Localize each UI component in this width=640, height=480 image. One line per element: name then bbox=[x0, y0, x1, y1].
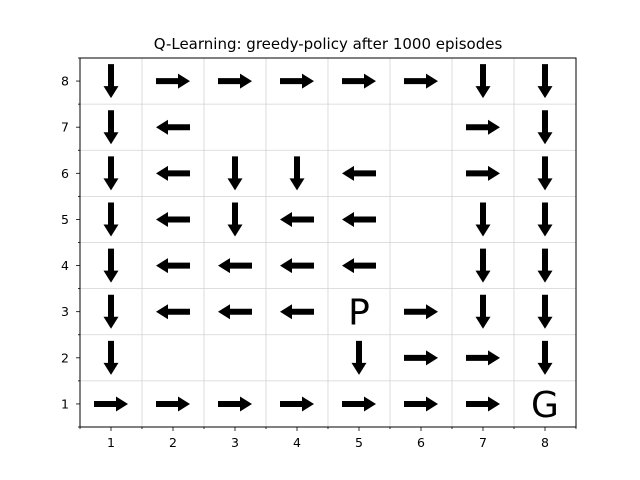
y-tick-label: 3 bbox=[61, 304, 69, 319]
x-tick-label: 2 bbox=[169, 435, 177, 450]
policy-arrow-right-icon bbox=[466, 165, 500, 181]
policy-arrow-down-icon bbox=[475, 248, 491, 283]
x-tick-label: 8 bbox=[541, 435, 549, 450]
policy-arrow-left-icon bbox=[342, 211, 376, 227]
policy-arrow-left-icon bbox=[342, 165, 376, 181]
policy-arrow-right-icon bbox=[280, 73, 314, 89]
policy-arrow-right-icon bbox=[466, 396, 500, 412]
policy-arrow-right-icon bbox=[404, 350, 438, 366]
policy-arrow-right-icon bbox=[466, 350, 500, 366]
policy-arrow-left-icon bbox=[218, 304, 252, 320]
policy-arrow-left-icon bbox=[156, 119, 190, 135]
x-tick-label: 4 bbox=[293, 435, 301, 450]
policy-arrow-down-icon bbox=[475, 64, 491, 99]
policy-arrow-down-icon bbox=[103, 110, 119, 145]
policy-arrow-down-icon bbox=[103, 294, 119, 329]
policy-arrow-down-icon bbox=[537, 110, 553, 145]
policy-arrow-down-icon bbox=[103, 156, 119, 191]
y-tick-label: 7 bbox=[61, 120, 69, 135]
policy-arrow-right-icon bbox=[280, 396, 314, 412]
policy-arrow-down-icon bbox=[351, 340, 367, 375]
policy-arrows bbox=[94, 64, 553, 412]
policy-arrow-left-icon bbox=[280, 304, 314, 320]
policy-arrow-left-icon bbox=[156, 211, 190, 227]
policy-arrow-left-icon bbox=[156, 165, 190, 181]
policy-arrow-down-icon bbox=[475, 294, 491, 329]
policy-arrow-down-icon bbox=[537, 248, 553, 283]
policy-arrow-right-icon bbox=[404, 396, 438, 412]
x-tick-label: 5 bbox=[355, 435, 363, 450]
x-tick-label: 7 bbox=[479, 435, 487, 450]
y-tick-label: 4 bbox=[61, 258, 69, 273]
policy-arrow-down-icon bbox=[537, 156, 553, 191]
y-tick-label: 2 bbox=[61, 350, 69, 365]
policy-arrow-down-icon bbox=[537, 64, 553, 99]
policy-arrow-right-icon bbox=[404, 73, 438, 89]
policy-arrow-right-icon bbox=[342, 73, 376, 89]
policy-arrow-down-icon bbox=[537, 294, 553, 329]
policy-arrow-down-icon bbox=[103, 340, 119, 375]
policy-arrow-down-icon bbox=[289, 156, 305, 191]
cell-annotation: P bbox=[348, 293, 370, 334]
y-tick-label: 6 bbox=[61, 166, 69, 181]
y-tick-label: 5 bbox=[61, 212, 69, 227]
policy-arrow-left-icon bbox=[156, 304, 190, 320]
policy-arrow-left-icon bbox=[280, 211, 314, 227]
policy-arrow-down-icon bbox=[537, 202, 553, 237]
policy-arrow-right-icon bbox=[404, 304, 438, 320]
policy-arrow-right-icon bbox=[94, 396, 128, 412]
policy-arrow-right-icon bbox=[342, 396, 376, 412]
policy-arrow-right-icon bbox=[156, 396, 190, 412]
policy-arrow-right-icon bbox=[466, 119, 500, 135]
policy-arrow-down-icon bbox=[227, 156, 243, 191]
annotations: PG bbox=[348, 293, 559, 426]
policy-arrow-down-icon bbox=[103, 248, 119, 283]
policy-arrow-down-icon bbox=[475, 202, 491, 237]
chart-title: Q-Learning: greedy-policy after 1000 epi… bbox=[154, 35, 503, 53]
y-tick-label: 8 bbox=[61, 74, 69, 89]
grid-lines bbox=[80, 58, 576, 427]
policy-arrow-right-icon bbox=[218, 73, 252, 89]
policy-arrow-down-icon bbox=[103, 64, 119, 99]
axis-ticks: 1 2 3 4 5 6 7 8 1 2 3 4 5 6 7 8 bbox=[61, 57, 577, 450]
policy-arrow-left-icon bbox=[280, 258, 314, 274]
x-tick-label: 1 bbox=[107, 435, 115, 450]
policy-arrow-down-icon bbox=[227, 202, 243, 237]
policy-arrow-down-icon bbox=[103, 202, 119, 237]
policy-arrow-right-icon bbox=[218, 396, 252, 412]
x-tick-label: 6 bbox=[417, 435, 425, 450]
cell-annotation: G bbox=[531, 385, 559, 426]
policy-arrow-left-icon bbox=[156, 258, 190, 274]
policy-arrow-left-icon bbox=[218, 258, 252, 274]
policy-arrow-left-icon bbox=[342, 258, 376, 274]
policy-arrow-down-icon bbox=[537, 340, 553, 375]
policy-arrow-right-icon bbox=[156, 73, 190, 89]
y-tick-label: 1 bbox=[61, 396, 69, 411]
x-tick-label: 3 bbox=[231, 435, 239, 450]
